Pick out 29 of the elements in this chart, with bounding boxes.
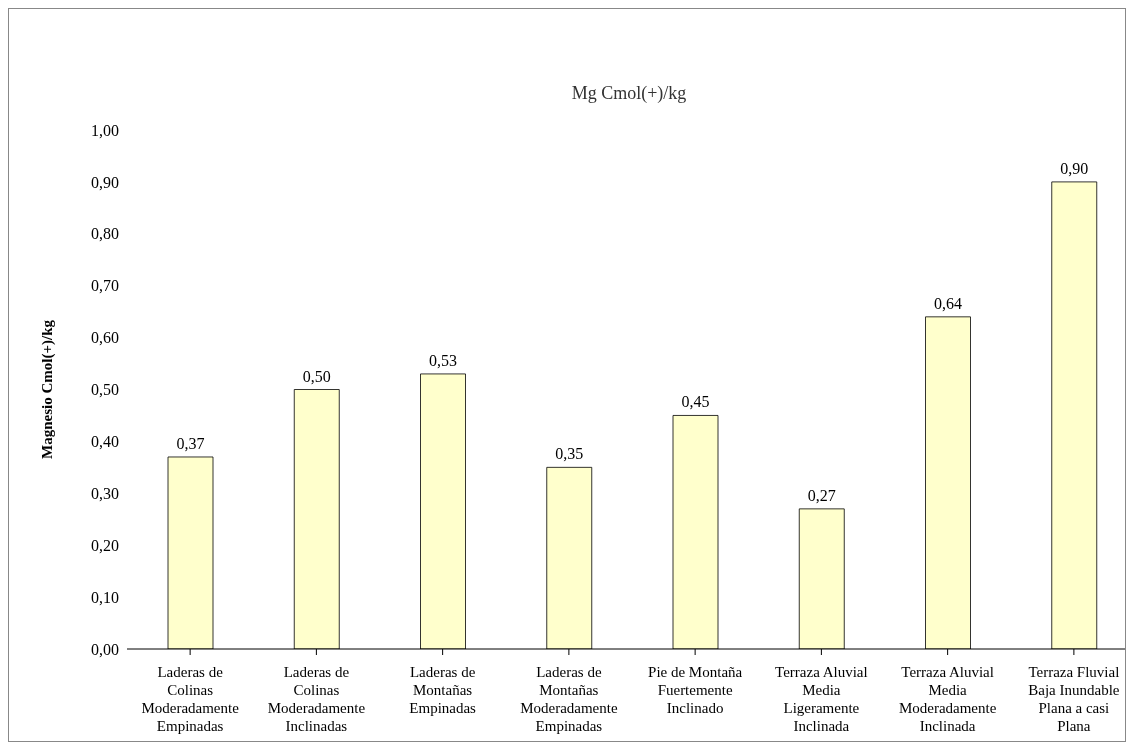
data-label: 0,90 xyxy=(1060,159,1089,177)
y-tick-label: 0,00 xyxy=(91,640,119,658)
data-label: 0,27 xyxy=(807,486,836,504)
x-tick-label: Terraza Aluvial Media Moderadamente Inclinada xyxy=(898,664,997,734)
y-tick-label: 0,10 xyxy=(91,588,119,606)
y-tick-label: 0,20 xyxy=(91,536,119,554)
y-tick-label: 0,70 xyxy=(91,277,119,295)
data-label: 0,53 xyxy=(429,351,457,369)
x-tick-label: Terraza Aluvial Media Ligeramente Inclinada xyxy=(775,664,868,734)
x-tick-label: Laderas de Montañas Moderadamente Empinadas xyxy=(520,664,618,734)
y-axis-title: Magnesio Cmol(+)/kg xyxy=(39,319,57,459)
y-tick-label: 1,00 xyxy=(91,121,119,139)
y-tick-label: 0,60 xyxy=(91,329,119,347)
x-tick-label: Pie de Montaña Fuertemente Inclinado xyxy=(648,664,743,716)
x-tick-label: Laderas de Colinas Moderadamente Inclinadas xyxy=(267,664,366,734)
data-label: 0,45 xyxy=(681,393,710,411)
y-tick-label: 0,80 xyxy=(91,225,119,243)
data-label: 0,35 xyxy=(555,445,584,463)
y-tick-label: 0,30 xyxy=(91,484,119,502)
x-tick-label: Laderas de Montañas Empinadas xyxy=(409,664,477,716)
chart-title: Mg Cmol(+)/kg xyxy=(570,83,688,104)
x-tick-label: Terraza Fluvial Baja Inundable Plana a casi Plana xyxy=(1028,664,1120,734)
data-label: 0,37 xyxy=(176,434,205,452)
x-tick-label: Laderas de Colinas Moderadamente Empinadas xyxy=(141,664,240,734)
data-label: 0,64 xyxy=(934,294,962,312)
data-label: 0,50 xyxy=(302,367,331,385)
y-tick-label: 0,90 xyxy=(91,173,119,191)
y-tick-label: 0,50 xyxy=(91,381,119,399)
y-tick-label: 0,40 xyxy=(91,433,119,451)
